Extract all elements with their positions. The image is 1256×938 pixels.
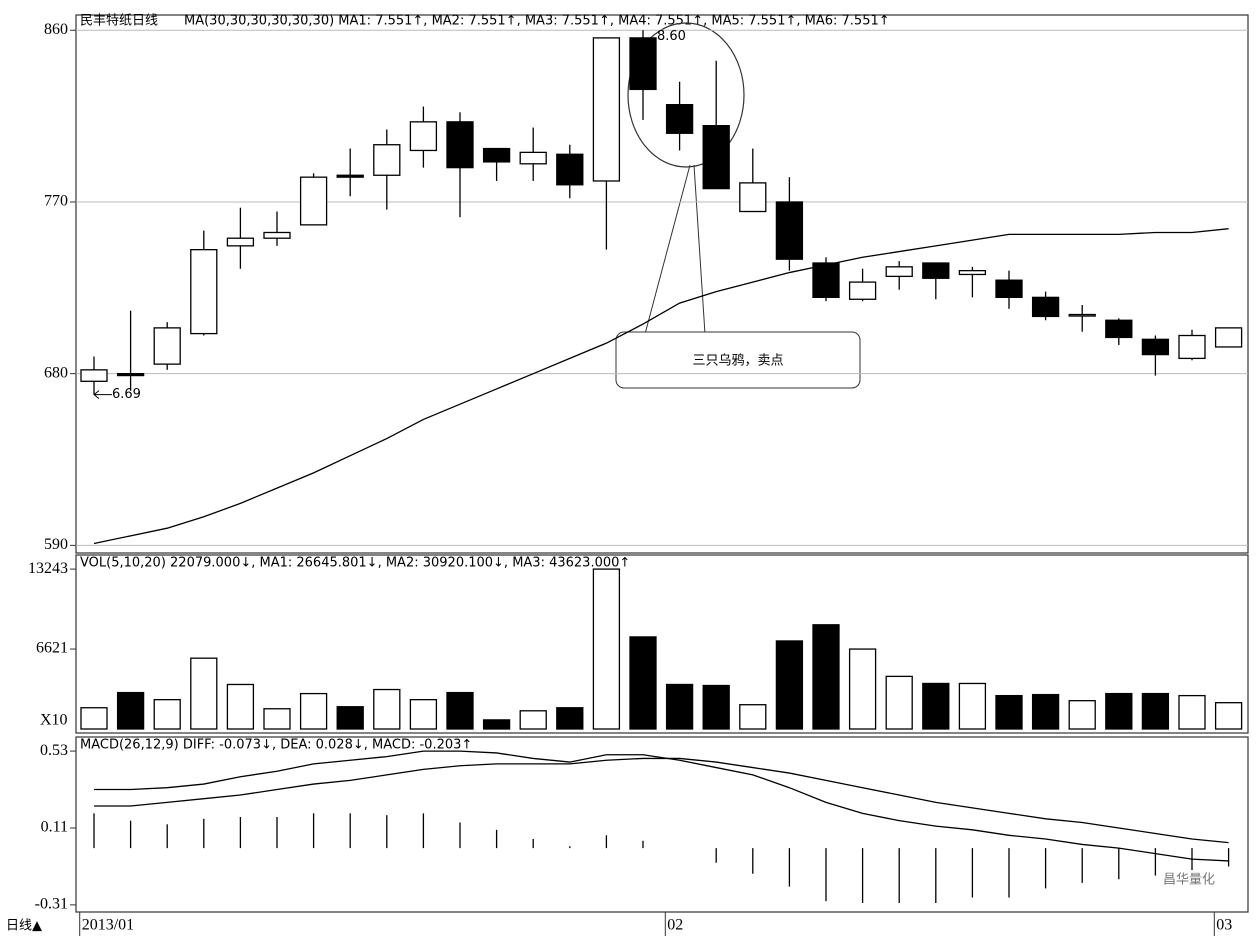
callout-pointer — [644, 164, 706, 335]
volume-bar — [1214, 702, 1243, 730]
candle-body — [299, 176, 328, 226]
volume-bar — [958, 682, 987, 730]
volume-bar — [592, 568, 621, 730]
period-label: 日线▲ — [6, 919, 42, 934]
candle-body — [116, 373, 145, 377]
candle-body — [519, 151, 547, 165]
volume-bar — [263, 708, 291, 730]
candle-body — [812, 262, 840, 299]
high-label: 8.60 — [657, 29, 686, 44]
volume-bar — [409, 699, 438, 730]
legend-text: MA(30,30,30,30,30,30) MA1: 7.551↑, MA2: … — [184, 14, 890, 29]
volume-bar — [665, 683, 694, 730]
candle-body — [263, 231, 291, 239]
candle-body — [1031, 296, 1060, 318]
candle-body — [373, 144, 401, 176]
volume-bar — [80, 707, 108, 730]
candle-body — [1141, 338, 1170, 356]
volume-bar — [775, 640, 804, 730]
candle-body — [1178, 334, 1206, 360]
volume-bar — [848, 648, 877, 730]
chart-title: 民丰特纸日线 — [80, 14, 158, 29]
ma-line — [93, 228, 1229, 545]
candle-body — [482, 147, 511, 163]
y-tick-label: 860 — [44, 21, 68, 38]
candle-body — [665, 104, 694, 134]
volume-bar — [1068, 700, 1096, 730]
macd-panel — [75, 736, 1249, 913]
candle-body — [885, 266, 913, 278]
callout-ellipse — [627, 22, 745, 168]
candle-body — [556, 153, 584, 186]
y-tick-label: 680 — [44, 364, 68, 381]
candle-body — [629, 37, 657, 91]
volume-bar — [995, 694, 1023, 730]
candle-body — [739, 182, 767, 213]
volume-bar — [885, 675, 913, 730]
y-tick-label: 770 — [44, 193, 68, 210]
y-tick-label: 6621 — [36, 640, 68, 657]
volume-bar — [1031, 693, 1060, 730]
volume-bar — [629, 636, 657, 730]
y-tick-label: 0.53 — [40, 742, 68, 759]
candle-body — [775, 201, 804, 260]
candle-body — [446, 121, 474, 169]
candle-body — [80, 369, 108, 382]
volume-bar — [226, 683, 255, 730]
candle-body — [995, 279, 1023, 299]
candle-body — [958, 269, 987, 276]
low-arrow — [93, 390, 112, 400]
low-label: 6.69 — [112, 387, 141, 402]
candle-body — [1214, 327, 1243, 348]
watermark: 昌华量化 — [1163, 873, 1215, 888]
callout-text: 三只乌鸦，卖点 — [692, 353, 783, 369]
volume-bar — [482, 719, 511, 730]
candle-body — [409, 121, 438, 152]
candle-body — [1105, 319, 1133, 339]
volume-bar — [519, 710, 547, 730]
candle-body — [226, 237, 255, 247]
y-tick-label: 13243 — [28, 560, 68, 577]
volume-bar — [373, 688, 401, 730]
volume-bar — [1105, 692, 1133, 730]
candle-body — [153, 327, 181, 365]
macd-line — [94, 750, 1229, 862]
y-tick-label: -0.31 — [35, 896, 68, 913]
volume-bar — [190, 657, 218, 730]
candle-body — [702, 125, 730, 190]
volume-bar — [446, 691, 474, 730]
candle-body — [922, 262, 950, 279]
volume-bar — [1178, 694, 1206, 730]
unit-label: X10 — [40, 712, 68, 729]
volume-bar — [702, 684, 730, 730]
x-tick-label: 2013/01 — [82, 917, 134, 934]
volume-bar — [922, 682, 950, 730]
volume-bar — [739, 704, 767, 730]
y-tick-label: 590 — [44, 536, 68, 553]
volume-bar — [812, 624, 840, 730]
volume-panel — [75, 554, 1249, 734]
legend-text: VOL(5,10,20) 22079.000↓, MA1: 26645.801↓… — [80, 556, 630, 571]
volume-bar — [299, 692, 328, 730]
candle-body — [190, 249, 218, 335]
volume-bar — [153, 699, 181, 730]
volume-bar — [336, 706, 364, 730]
y-tick-label: 0.11 — [41, 819, 68, 836]
candle-body — [336, 174, 364, 178]
candle-body — [848, 281, 877, 300]
volume-bar — [116, 691, 145, 730]
legend-text: MACD(26,12,9) DIFF: -0.073↓, DEA: 0.028↓… — [80, 738, 472, 753]
candle-body — [592, 37, 621, 182]
candle-body — [1068, 313, 1096, 317]
x-tick-label: 03 — [1216, 917, 1232, 934]
price-panel — [75, 14, 1249, 554]
volume-bar — [1141, 692, 1170, 730]
macd-line — [94, 757, 1229, 844]
x-tick-label: 02 — [667, 917, 683, 934]
volume-bar — [556, 707, 584, 730]
